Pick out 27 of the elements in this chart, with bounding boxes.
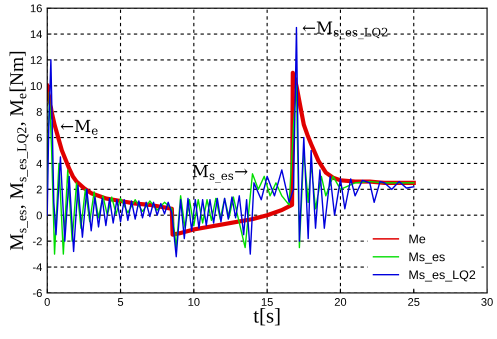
annotation: ←M$_{s_es_LQ2}$ bbox=[302, 21, 388, 40]
x-tick-label: 30 bbox=[481, 298, 493, 306]
legend-label: Ms_es bbox=[409, 252, 445, 264]
y-tick-label: -4 bbox=[32, 263, 42, 272]
y-tick-label: 4 bbox=[36, 160, 42, 168]
y-tick-label: 8 bbox=[36, 108, 42, 116]
x-tick-label: 5 bbox=[118, 298, 124, 306]
y-tick-label: 10 bbox=[30, 82, 42, 90]
x-tick-label: 10 bbox=[188, 298, 200, 306]
x-tick-label: 25 bbox=[408, 298, 420, 306]
legend-label: Ms_es_LQ2 bbox=[409, 270, 476, 282]
y-tick-label: 14 bbox=[30, 30, 42, 38]
legend-label: Me bbox=[409, 234, 426, 244]
y-tick-label: -6 bbox=[32, 289, 42, 298]
annotation: ←M$_{e}$ bbox=[60, 120, 98, 135]
y-tick-label: 6 bbox=[36, 134, 42, 142]
y-tick-label: 0 bbox=[36, 212, 42, 220]
y-tick-label: 12 bbox=[30, 56, 42, 64]
x-tick-label: 15 bbox=[262, 298, 273, 306]
x-tick-label: 20 bbox=[334, 298, 346, 306]
x-axis-title: t[s] bbox=[253, 308, 280, 326]
y-tick-label: 16 bbox=[30, 4, 42, 12]
x-tick-label: 0 bbox=[44, 298, 50, 306]
y-axis-title: M$_{s_es}$, M$_{s_es_LQ2}$, M$_{e}$[Nm] bbox=[10, 52, 28, 250]
annotation: M$_{s_es}$→ bbox=[192, 164, 248, 183]
y-tick-label: -2 bbox=[32, 237, 42, 246]
y-tick-label: 2 bbox=[36, 186, 42, 194]
